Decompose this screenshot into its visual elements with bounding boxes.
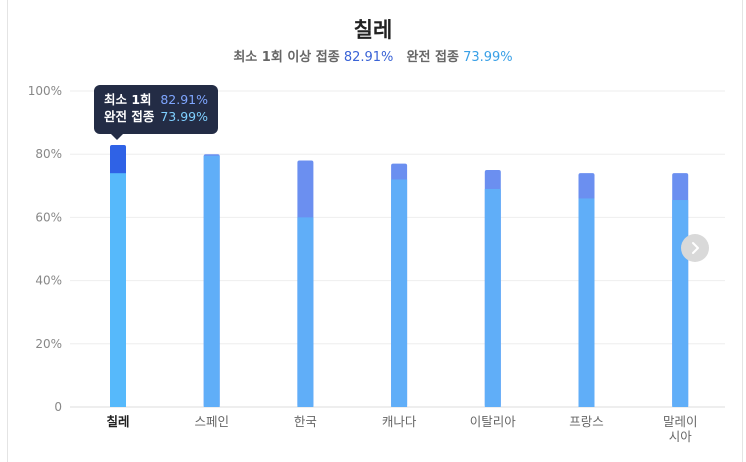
tooltip-row-first-dose: 최소 1회 82.91% bbox=[104, 91, 208, 108]
x-tick-label: 캐나다 bbox=[382, 414, 417, 429]
subtitle-full-value: 73.99% bbox=[463, 50, 513, 65]
tooltip-arrow bbox=[111, 134, 123, 140]
bar-full bbox=[203, 155, 220, 407]
frame-border-right bbox=[742, 0, 743, 462]
subtitle-first-dose-value: 82.91% bbox=[343, 50, 394, 65]
y-tick-label: 80% bbox=[35, 147, 62, 161]
chevron-right-icon bbox=[692, 242, 699, 254]
y-tick-label: 0 bbox=[54, 400, 62, 414]
bar-full bbox=[110, 173, 126, 407]
tooltip-full-value: 73.99% bbox=[160, 109, 208, 124]
next-page-button[interactable] bbox=[681, 234, 709, 262]
y-tick-label: 60% bbox=[35, 210, 62, 224]
frame-border-left bbox=[7, 0, 8, 462]
bar-full bbox=[391, 179, 408, 407]
x-tick-label: 프랑스 bbox=[569, 414, 604, 429]
tooltip-row-full: 완전 접종 73.99% bbox=[104, 108, 208, 125]
tooltip-first-dose-label: 최소 1회 bbox=[104, 92, 152, 107]
tooltip-full-label: 완전 접종 bbox=[104, 109, 155, 124]
bar-full bbox=[672, 200, 689, 407]
subtitle-first-dose-label: 최소 1회 이상 접종 bbox=[233, 50, 340, 65]
bar-full bbox=[297, 217, 314, 407]
chart-subtitle: 최소 1회 이상 접종 82.91% 완전 접종 73.99% bbox=[0, 46, 746, 65]
x-tick-label: 스페인 bbox=[194, 414, 229, 429]
y-tick-label: 40% bbox=[35, 274, 62, 288]
y-tick-label: 20% bbox=[35, 337, 62, 351]
x-tick-label: 시아 bbox=[669, 429, 693, 444]
x-tick-label: 말레이 bbox=[663, 414, 698, 429]
subtitle-full-label: 완전 접종 bbox=[406, 50, 459, 65]
tooltip-first-dose-value: 82.91% bbox=[160, 92, 208, 107]
bar-full bbox=[578, 198, 595, 407]
x-tick-label: 이탈리아 bbox=[470, 414, 517, 429]
chart-title: 칠레 bbox=[353, 18, 393, 42]
chart-tooltip: 최소 1회 82.91% 완전 접종 73.99% bbox=[94, 85, 218, 140]
x-tick-label: 칠레 bbox=[106, 414, 129, 429]
y-tick-label: 100% bbox=[28, 84, 62, 98]
bar-full bbox=[484, 188, 501, 407]
x-tick-label: 한국 bbox=[294, 414, 317, 429]
